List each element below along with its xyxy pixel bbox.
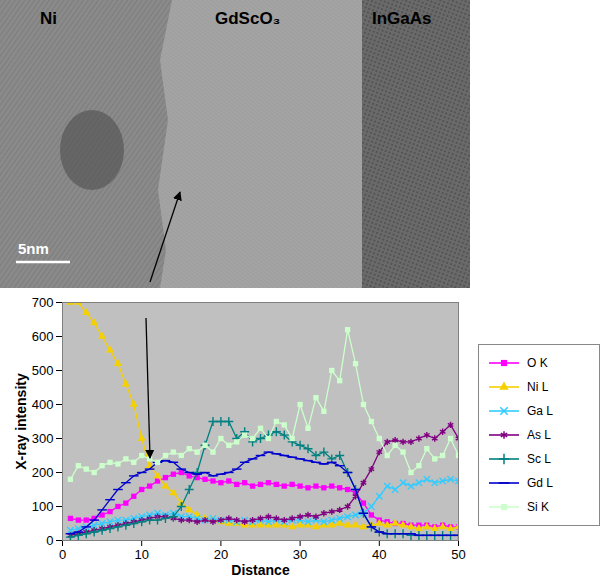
svg-text:0: 0 (59, 547, 66, 562)
html-text:Sc L: Sc L (527, 452, 551, 466)
svg-text:400: 400 (32, 397, 54, 412)
svg-text:0: 0 (46, 533, 53, 548)
svg-text:GdScO₃: GdScO₃ (215, 9, 281, 28)
svg-text:300: 300 (32, 431, 54, 446)
html-text:Ga L: Ga L (527, 404, 553, 418)
svg-text:50: 50 (451, 547, 465, 562)
svg-text:20: 20 (214, 547, 228, 562)
html-text:As L: As L (527, 428, 551, 442)
svg-text:600: 600 (32, 329, 54, 344)
html-text:Si K: Si K (527, 500, 549, 514)
svg-text:200: 200 (32, 465, 54, 480)
svg-text:Ni: Ni (40, 9, 57, 28)
svg-text:30: 30 (293, 547, 307, 562)
svg-text:700: 700 (32, 295, 54, 310)
html-text:Ni L: Ni L (527, 380, 549, 394)
svg-text:100: 100 (32, 499, 54, 514)
svg-text:InGaAs: InGaAs (372, 9, 432, 28)
svg-text:500: 500 (32, 363, 54, 378)
svg-text:40: 40 (372, 547, 386, 562)
svg-text:X-ray intensity: X-ray intensity (13, 373, 29, 470)
html-text:O K: O K (527, 356, 548, 370)
svg-text:5nm: 5nm (18, 240, 49, 257)
svg-text:10: 10 (134, 547, 148, 562)
svg-text:Distance: Distance (231, 562, 290, 578)
html-text:Gd L: Gd L (527, 476, 553, 490)
